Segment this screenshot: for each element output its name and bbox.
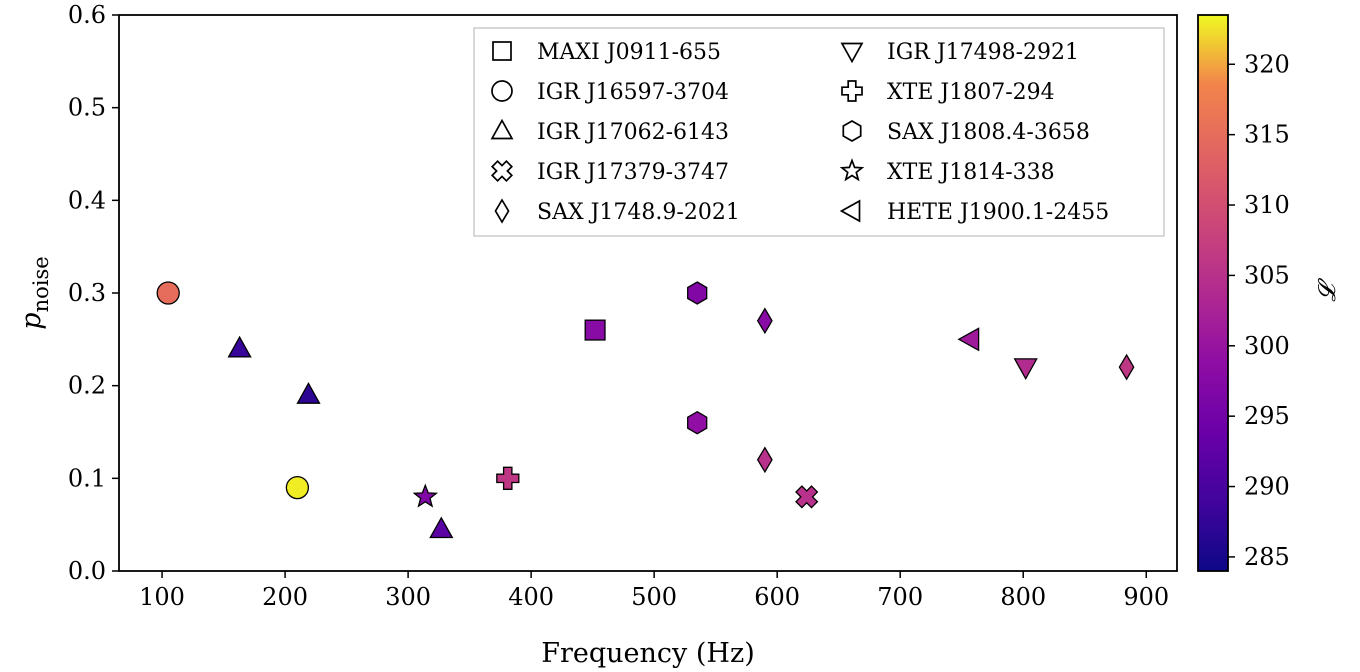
data-point [1013,358,1038,381]
data-point [584,319,606,341]
colorbar-frame [1197,14,1229,572]
y-tick-label: 0.5 [68,94,106,122]
data-point [296,382,321,404]
legend-entry: IGR J17379-3747 [537,160,729,185]
y-tick-label: 0.3 [68,279,106,307]
y-axis: 0.0 0.1 0.2 0.3 0.4 0.5 0.6 [68,1,119,585]
legend-marker-icon [842,120,862,142]
colorbar-tick-label: 310 [1244,191,1290,219]
data-point [957,327,980,352]
legend-box [473,27,1165,237]
data-point [285,475,310,500]
x-tick-label: 400 [508,583,554,611]
legend-entry: IGR J16597-3704 [537,80,729,105]
data-point [412,483,439,508]
colorbar-tick-label: 320 [1244,50,1290,78]
x-tick-label: 800 [1000,583,1046,611]
data-point [429,516,454,539]
colorbar-ticks: 285 290 295 300 305 310 315 320 [1228,50,1290,571]
colorbar-gradient [1198,15,1228,571]
y-tick-label: 0.6 [68,1,106,29]
data-point [687,281,708,305]
data-points [156,281,1135,539]
x-axis: 100 200 300 400 500 600 700 800 900 [139,571,1169,611]
legend-entry: SAX J1808.4-3658 [887,120,1090,145]
legend-entry: IGR J17062-6143 [537,120,729,145]
legend-marker-icon [840,42,864,64]
x-tick-label: 700 [877,583,923,611]
data-point [756,307,773,335]
legend-marker-icon [492,41,512,61]
data-point [795,485,819,509]
y-axis-label: pnoise [16,256,53,329]
legend-entry: SAX J1748.9-2021 [537,200,740,225]
colorbar-tick-label: 300 [1244,332,1290,360]
colorbar: 285 290 295 300 305 310 315 320 𝓛 [1197,14,1341,572]
colorbar-tick-label: 315 [1244,121,1290,149]
legend-entry: XTE J1807-294 [887,80,1055,105]
svg-text:pnoise: pnoise [16,256,53,329]
data-point [1118,353,1135,381]
data-point [756,446,773,474]
legend: MAXI J0911-655 IGR J16597-3704 IGR J17062-… [473,27,1165,237]
legend-entry: XTE J1814-338 [887,160,1055,185]
legend-marker-icon [839,199,861,223]
legend-marker-icon [839,158,865,182]
colorbar-tick-label: 290 [1244,473,1290,501]
colorbar-tick-label: 285 [1244,543,1290,571]
y-tick-label: 0.0 [68,557,106,585]
y-tick-label: 0.1 [68,464,106,492]
x-tick-label: 900 [1123,583,1169,611]
x-tick-label: 600 [754,583,800,611]
colorbar-tick-label: 295 [1244,402,1290,430]
legend-entry: HETE J1900.1-2455 [887,200,1109,225]
colorbar-label: 𝓛 [1313,278,1341,302]
legend-entry: MAXI J0911-655 [537,40,721,65]
data-point [156,281,180,305]
legend-marker-icon [491,80,513,102]
x-tick-label: 200 [262,583,308,611]
legend-marker-icon [841,80,863,102]
data-point [227,335,252,358]
data-point [496,466,520,490]
legend-entry: IGR J17498-2921 [887,40,1079,65]
colorbar-tick-label: 305 [1244,261,1290,289]
y-tick-label: 0.4 [68,186,106,214]
y-tick-label: 0.2 [68,372,106,400]
plot-frame [118,14,1178,572]
x-axis-label: Frequency (Hz) [541,638,754,669]
x-tick-label: 300 [385,583,431,611]
legend-marker-icon [490,159,514,183]
x-tick-label: 500 [631,583,677,611]
data-point [687,410,708,435]
x-tick-label: 100 [139,583,185,611]
legend-marker-icon [494,198,510,224]
legend-marker-icon [490,118,514,140]
